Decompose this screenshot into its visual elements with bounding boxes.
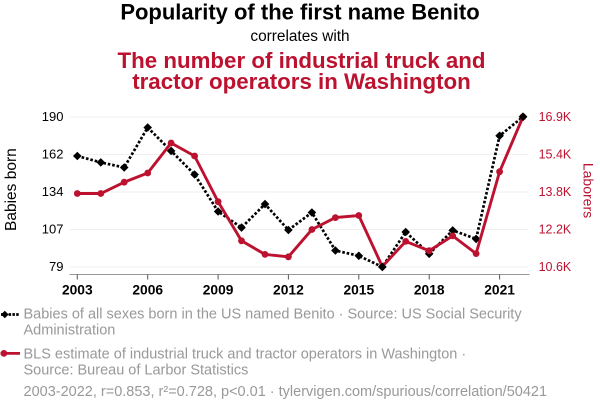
svg-text:Popularity of the first name B: Popularity of the first name Benito [120, 0, 479, 25]
svg-text:2006: 2006 [132, 283, 163, 298]
svg-text:134: 134 [42, 184, 64, 199]
svg-text:15.4K: 15.4K [539, 147, 572, 161]
svg-text:2018: 2018 [414, 283, 445, 298]
svg-text:Babies of all sexes born in th: Babies of all sexes born in the US named… [24, 306, 523, 322]
svg-text:2012: 2012 [273, 283, 304, 298]
svg-text:2003-2022, r=0.853, r²=0.728,: 2003-2022, r=0.853, r²=0.728, p<0.01 · t… [24, 384, 548, 400]
svg-text:Source: Bureau of Larbor Stati: Source: Bureau of Larbor Statistics [24, 363, 249, 379]
svg-text:The number of industrial truck: The number of industrial truck and [118, 48, 486, 73]
svg-text:2021: 2021 [484, 283, 515, 298]
svg-text:Laborers: Laborers [581, 163, 597, 218]
svg-text:16.9K: 16.9K [539, 110, 572, 124]
svg-text:2009: 2009 [203, 283, 234, 298]
svg-text:107: 107 [42, 222, 64, 237]
svg-text:190: 190 [42, 109, 64, 124]
svg-text:Administration: Administration [24, 323, 116, 339]
svg-text:162: 162 [42, 147, 64, 162]
svg-text:2003: 2003 [62, 283, 93, 298]
svg-text:2015: 2015 [343, 283, 374, 298]
svg-text:Babies born: Babies born [3, 148, 20, 231]
svg-text:13.8K: 13.8K [539, 185, 572, 199]
svg-text:tractor operators in Washingto: tractor operators in Washington [132, 69, 471, 94]
svg-text:10.6K: 10.6K [539, 260, 572, 274]
svg-text:12.2K: 12.2K [539, 222, 572, 236]
svg-text:correlates with: correlates with [250, 28, 349, 45]
svg-text:BLS estimate of industrial tru: BLS estimate of industrial truck and tra… [24, 347, 467, 363]
svg-text:79: 79 [49, 259, 63, 274]
